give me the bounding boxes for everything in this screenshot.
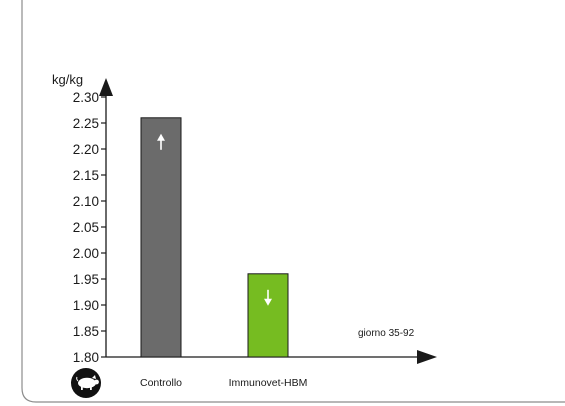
y-tick-label: 1.90: [73, 298, 99, 313]
bars: [140, 117, 289, 358]
category-label: Controllo: [140, 377, 182, 389]
arrow-head: [157, 133, 165, 141]
pig-icon: [71, 368, 101, 398]
y-tick-label: 2.25: [73, 116, 99, 131]
y-axis-arrowhead: [99, 78, 113, 96]
figure-frame: [21, 0, 565, 403]
y-tick-label: 1.95: [73, 272, 99, 287]
y-axis-label: kg/kg: [52, 72, 83, 87]
y-tick-label: 2.10: [73, 194, 99, 209]
y-tick-label: 2.05: [73, 220, 99, 235]
y-tick-label: 2.15: [73, 168, 99, 183]
bar-controllo: [140, 117, 182, 358]
x-axis-note: giorno 35-92: [358, 328, 415, 339]
up-arrow-icon: [157, 133, 165, 150]
y-tick-label: 1.80: [73, 350, 99, 365]
y-ticks: 1.80 1.85 1.90 1.95 2.00 2.05 2.10 2.15 2.20 2.25…: [73, 90, 106, 365]
y-tick-label: 2.00: [73, 246, 99, 261]
arrow-head: [264, 298, 272, 306]
y-tick-label: 2.20: [73, 142, 99, 157]
y-tick-label: 1.85: [73, 324, 99, 339]
category-label: Immunovet-HBM: [229, 377, 308, 389]
y-tick-label: 2.30: [73, 90, 99, 105]
category-labels: Controllo Immunovet-HBM: [140, 377, 307, 389]
down-arrow-icon: [264, 289, 272, 306]
x-axis-arrowhead: [417, 350, 437, 364]
bar-immunovet-hbm: [247, 273, 289, 358]
